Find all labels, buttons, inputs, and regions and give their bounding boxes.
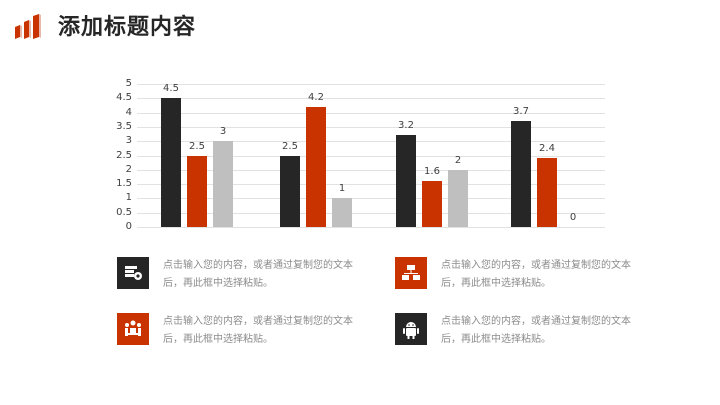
gridline [137, 141, 605, 143]
bar [161, 98, 181, 227]
bar [511, 121, 531, 227]
bar [332, 198, 352, 227]
data-label: 1.6 [424, 166, 440, 178]
android-icon [395, 313, 427, 345]
server-gear-icon [117, 257, 149, 289]
bar [187, 155, 207, 227]
page-title: 添加标题内容 [58, 15, 197, 40]
y-tick-label: 0.5 [116, 206, 132, 218]
gridline [137, 84, 605, 85]
info-item-4: 点击输入您的内容，或者通过复制您的文本后，再此框中选择粘贴。 [395, 313, 635, 347]
data-label: 0 [569, 212, 577, 223]
gridline [137, 184, 605, 186]
data-label: 2.4 [539, 143, 555, 155]
y-tick-label: 5 [125, 78, 132, 89]
data-label: 4.2 [308, 91, 324, 103]
bar [537, 158, 557, 227]
info-item-3: 点击输入您的内容，或者通过复制您的文本后，再此框中选择粘贴。 [117, 313, 357, 347]
info-item-text: 点击输入您的内容，或者通过复制您的文本后，再此框中选择粘贴。 [163, 316, 353, 345]
team-icon [117, 313, 149, 345]
bar [422, 181, 442, 227]
network-icon [395, 257, 427, 289]
y-tick-label: 2.5 [116, 149, 132, 161]
bar [448, 169, 468, 227]
y-tick-label: 3 [125, 135, 132, 147]
gridline [137, 198, 605, 200]
bar-chart-logo-icon [15, 14, 41, 39]
bar [306, 106, 326, 227]
data-label: 2 [454, 154, 462, 166]
data-label: 2.5 [189, 140, 205, 152]
info-item-1: 点击输入您的内容，或者通过复制您的文本后，再此框中选择粘贴。 [117, 257, 357, 291]
data-label: 3.2 [398, 120, 414, 132]
y-tick-label: 2 [125, 163, 132, 175]
data-label: 3 [219, 126, 227, 138]
y-tick-label: 4 [125, 106, 132, 118]
y-tick-label: 1.5 [116, 178, 132, 190]
info-item-text: 点击输入您的内容，或者通过复制您的文本后，再此框中选择粘贴。 [163, 260, 353, 289]
data-label: 2.5 [282, 140, 298, 152]
bar-chart: 0 0.5 1 1.5 2 2.5 3 3.5 4 4.5 5 4.5 2.5 3 2.5 4.2 1 3.2 1.… [116, 78, 605, 232]
gridline [137, 126, 605, 128]
gridline [137, 227, 605, 228]
gridline [137, 155, 605, 157]
bar [213, 141, 233, 227]
gridline [137, 212, 605, 214]
gridline [137, 169, 605, 171]
y-tick-label: 4.5 [116, 92, 132, 104]
gridline [137, 112, 605, 114]
info-item-2: 点击输入您的内容，或者通过复制您的文本后，再此框中选择粘贴。 [395, 257, 635, 291]
gridline [137, 98, 605, 100]
data-label: 3.7 [513, 106, 529, 118]
data-label: 1 [338, 183, 346, 195]
bar [396, 135, 416, 227]
data-label: 4.5 [163, 83, 179, 95]
info-item-text: 点击输入您的内容，或者通过复制您的文本后，再此框中选择粘贴。 [441, 260, 631, 289]
bar [280, 155, 300, 227]
info-item-text: 点击输入您的内容，或者通过复制您的文本后，再此框中选择粘贴。 [441, 316, 631, 345]
y-tick-label: 0 [125, 221, 132, 232]
y-tick-label: 3.5 [116, 120, 132, 132]
y-tick-label: 1 [125, 192, 132, 204]
